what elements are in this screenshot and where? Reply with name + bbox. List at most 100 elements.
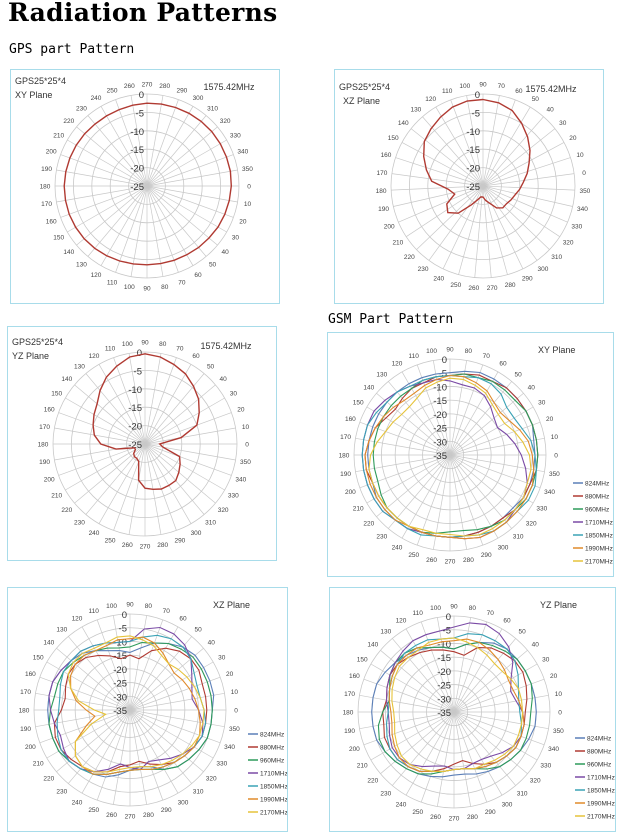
- angle-tick-label: 190: [378, 206, 389, 213]
- legend-label: 1990MHz: [587, 801, 615, 808]
- polar-spoke: [405, 711, 455, 796]
- polar-spoke: [67, 139, 148, 187]
- polar-spoke: [450, 99, 484, 187]
- radial-tick-label: -5: [443, 626, 451, 637]
- legend-label: 880MHz: [587, 749, 611, 756]
- polar-spoke: [144, 357, 177, 445]
- radial-tick-label: -15: [113, 651, 127, 662]
- angle-tick-label: 350: [549, 471, 560, 478]
- polar-spoke: [482, 185, 538, 261]
- polar-spoke: [453, 711, 472, 807]
- angle-tick-label: 330: [571, 224, 582, 231]
- polar-spoke: [436, 617, 455, 713]
- angle-tick-label: 260: [106, 812, 117, 819]
- gsm-xz-svg: 90 80706050403020100350340330320310300290…: [19, 600, 287, 821]
- angle-tick-label: 50: [209, 262, 217, 269]
- angle-tick-label: 50: [532, 96, 540, 103]
- radial-tick-label: -20: [113, 665, 127, 676]
- radial-tick-label: -25: [433, 424, 447, 435]
- polar-spoke: [449, 421, 541, 456]
- radial-tick-label: -30: [433, 437, 447, 448]
- angle-tick-label: 40: [220, 376, 228, 383]
- page-title: Radiation Patterns: [8, 0, 278, 27]
- angle-tick-label: 100: [124, 284, 135, 291]
- angle-tick-label: 70: [163, 608, 171, 615]
- angle-tick-label: 200: [384, 224, 395, 231]
- polar-spoke: [98, 443, 146, 524]
- polar-spoke: [420, 621, 455, 713]
- angle-tick-label: 160: [349, 673, 360, 680]
- angle-tick-label: 160: [44, 407, 55, 414]
- angle-tick-label: 10: [242, 424, 250, 431]
- polar-spoke: [96, 709, 131, 801]
- polar-spoke: [466, 95, 484, 187]
- angle-tick-label: 150: [53, 235, 64, 242]
- polar-spoke: [366, 406, 451, 456]
- polar-spoke: [482, 185, 575, 191]
- series-line-gps: [63, 102, 233, 266]
- angle-tick-label: 200: [349, 746, 360, 753]
- angle-tick-label: 0: [234, 708, 238, 715]
- polar-spoke: [85, 443, 146, 515]
- angle-tick-label: 270: [445, 559, 456, 566]
- angle-tick-label: 120: [392, 361, 403, 368]
- polar-spoke: [58, 412, 146, 445]
- radial-tick-label: -20: [433, 410, 447, 421]
- radial-tick-label: -5: [136, 108, 144, 119]
- polar-spoke: [74, 384, 146, 445]
- angle-tick-label: 30: [218, 655, 226, 662]
- angle-tick-label: 10: [555, 691, 563, 698]
- angle-tick-label: 20: [226, 671, 234, 678]
- polar-spoke: [406, 185, 484, 237]
- polar-spoke: [393, 185, 484, 207]
- polar-spoke: [449, 454, 541, 489]
- polar-spoke: [405, 628, 455, 713]
- angle-tick-label: 220: [61, 507, 72, 514]
- gps-yz-plane-chart: 90 80 70 60 50 40 30 20 10 0 350 340 330 320 310 300 290…: [7, 326, 277, 561]
- polar-spoke: [115, 99, 148, 187]
- chart-subtitle: XZ Plane: [213, 600, 250, 610]
- polar-spoke: [60, 154, 148, 187]
- polar-spoke: [146, 99, 179, 187]
- polar-spoke: [380, 711, 455, 774]
- polar-spoke: [436, 711, 455, 807]
- polar-spoke: [359, 454, 451, 489]
- polar-spoke: [129, 709, 225, 728]
- polar-spoke: [96, 619, 131, 711]
- angle-tick-label: 290: [174, 537, 185, 544]
- polar-spoke: [112, 615, 131, 711]
- angle-tick-label: 200: [345, 489, 356, 496]
- polar-spoke: [146, 185, 164, 277]
- radial-tick-label: 0: [122, 610, 127, 621]
- polar-spoke: [449, 454, 499, 539]
- polar-spoke: [449, 454, 534, 504]
- angle-tick-label: 240: [89, 530, 100, 537]
- polar-spoke: [112, 709, 131, 805]
- angle-tick-label: 210: [53, 133, 64, 140]
- angle-tick-label: 280: [463, 557, 474, 564]
- radial-tick-label: -10: [433, 382, 447, 393]
- polar-spoke: [100, 106, 148, 187]
- polar-spoke: [56, 169, 148, 187]
- polar-spoke: [128, 353, 146, 445]
- polar-spoke: [56, 185, 148, 203]
- legend-label: 880MHz: [260, 745, 284, 752]
- legend-label: 1710MHz: [260, 771, 287, 778]
- series-line-1990mhz: [70, 636, 201, 775]
- angle-tick-label: 80: [465, 348, 473, 355]
- radial-tick-label: -5: [134, 366, 142, 377]
- angle-tick-label: 100: [459, 83, 470, 90]
- angle-tick-label: 190: [39, 459, 50, 466]
- angle-tick-label: 140: [367, 641, 378, 648]
- polar-spoke: [54, 443, 146, 461]
- angle-tick-label: 10: [231, 689, 239, 696]
- polar-spoke: [482, 128, 556, 187]
- angle-tick-label: 200: [44, 476, 55, 483]
- chart-subtitle: XY Plane: [538, 345, 575, 355]
- angle-tick-label: 60: [515, 88, 523, 95]
- angle-tick-label: 180: [38, 442, 49, 449]
- radial-tick-label: -20: [466, 164, 480, 175]
- polar-spoke: [76, 185, 148, 246]
- polar-spoke: [449, 454, 468, 550]
- polar-spoke: [359, 711, 455, 730]
